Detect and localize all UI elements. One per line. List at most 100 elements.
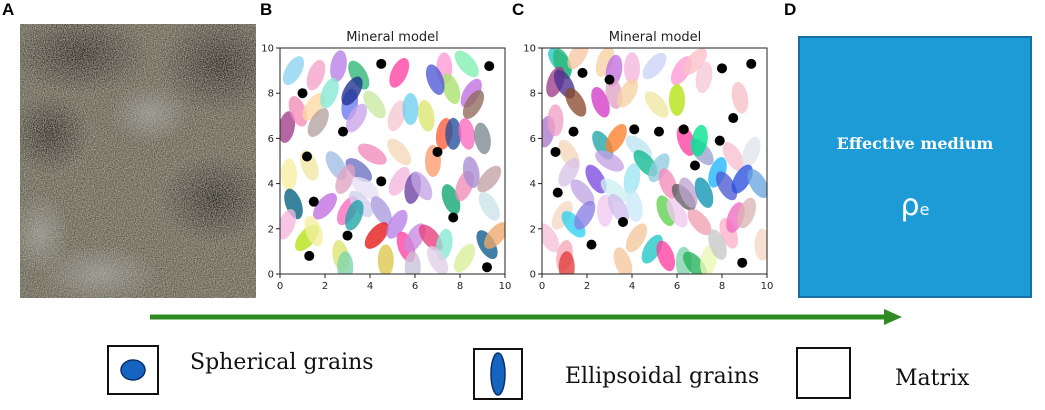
plot-c-xtick-label: 4 — [629, 281, 635, 292]
ellipsoidal-grain-icon — [490, 352, 506, 396]
plot-b-ytick-label: 0 — [268, 270, 274, 281]
plot-c-ellipsoidal-grain — [616, 78, 639, 108]
plot-c-ytick-label: 10 — [523, 44, 536, 55]
plot-b-xtick-label: 0 — [277, 281, 283, 292]
plot-c-ellipsoidal-grain — [691, 124, 708, 157]
plot-c-ytick-label: 4 — [530, 179, 536, 190]
plot-b-xtick-label: 8 — [457, 281, 463, 292]
plot-c-ellipsoidal-grain — [642, 52, 667, 80]
plot-c-ellipsoidal-grain — [754, 228, 767, 261]
plot-b-ellipsoidal-grain — [351, 176, 380, 200]
plot-c-ellipsoidal-grain — [695, 61, 713, 94]
plot-b-ellipsoidal-grain — [280, 111, 296, 143]
plot-b-ellipsoidal-grain — [445, 117, 462, 150]
plot-b-ellipsoidal-grain — [363, 90, 386, 119]
plot-c-ellipsoidal-grain — [558, 251, 575, 274]
plot-b-ellipsoidal-grain — [377, 244, 394, 274]
plot-c-ellipsoidal-grain — [607, 194, 630, 223]
mineral-model-plot-b: 0 2 4 6 8 10 0 2 4 6 8 10 — [261, 44, 511, 292]
plot-c-ellipsoidal-grain — [547, 104, 564, 137]
plot-b-ellipsoidal-grain — [478, 191, 500, 221]
plot-b-ellipsoidal-grain — [417, 99, 435, 132]
plot-b-ellipsoidal-grain — [307, 108, 329, 138]
spherical-grain-icon — [120, 359, 146, 381]
plot-b-axes-frame — [279, 47, 506, 275]
plot-c-spherical-grain — [618, 217, 628, 228]
plot-b-ellipsoidal-grain — [425, 64, 445, 95]
plot-b-ellipsoidal-grain — [313, 192, 337, 220]
plot-b-ytick-label: 4 — [268, 179, 274, 190]
plot-c-spherical-grain — [568, 126, 579, 137]
rho-symbol: ρ — [900, 188, 920, 223]
plot-b-xtick-label: 2 — [322, 281, 328, 292]
plot-b-ellipsoidal-grain — [386, 209, 408, 239]
plot-c-spherical-grain — [629, 124, 640, 135]
plot-b-ellipsoidal-grain — [453, 243, 476, 273]
panel-label-d: D — [784, 0, 797, 19]
plot-c-ellipsoidal-grain — [624, 52, 640, 85]
plot-c-ellipsoidal-grain — [558, 157, 580, 187]
plot-c-ellipsoidal-grain — [623, 163, 641, 195]
plot-b-ellipsoidal-grain — [462, 90, 485, 119]
plot-c-xtick-label: 6 — [674, 281, 680, 292]
plot-c-ellipsoidal-grain — [605, 123, 627, 153]
plot-b-ytick-label: 2 — [268, 224, 274, 235]
plot-b-spherical-grain — [432, 146, 443, 157]
plot-c-ellipsoidal-grain — [708, 229, 727, 260]
plot-c-spherical-grain — [604, 74, 615, 85]
legend-spherical-box — [107, 345, 159, 395]
plot-b-ellipsoidal-grain — [341, 76, 363, 106]
panel-label-c: C — [512, 0, 525, 19]
plot-b-ellipsoidal-grain — [387, 100, 407, 132]
plot-b-ytick-label: 8 — [268, 89, 274, 100]
plot-c-ellipsoidal-grain — [683, 48, 707, 75]
effective-density-symbol: ρe — [800, 188, 1030, 223]
plot-b-ellipsoidal-grain — [389, 57, 410, 88]
plot-c-spherical-grain — [552, 187, 563, 198]
plot-b-spherical-grain — [304, 250, 315, 261]
plot-c-spherical-grain — [550, 146, 561, 157]
legend-ellipsoidal-label: Ellipsoidal grains — [565, 364, 760, 389]
plot-c-ellipsoidal-grain — [666, 198, 688, 228]
plot-b-ellipsoidal-grain — [426, 246, 449, 274]
legend-spherical-label: Spherical grains — [190, 350, 374, 375]
plot-b-ytick-label: 10 — [261, 44, 274, 55]
effective-medium-title: Effective medium — [836, 134, 994, 153]
plot-c-ellipsoidal-grain — [641, 234, 663, 264]
plot-b-xtick-label: 6 — [412, 281, 418, 292]
plot-b-ellipsoidal-grain — [306, 59, 326, 91]
plot-b-ellipsoidal-grain — [281, 158, 297, 191]
plot-c-grains — [542, 48, 767, 274]
plot-c-ellipsoidal-grain — [669, 83, 685, 116]
plot-c-ellipsoidal-grain — [565, 87, 587, 117]
plot-c-xtick-label: 2 — [584, 281, 590, 292]
plot-c-ellipsoidal-grain — [731, 164, 753, 194]
plot-b-ellipsoidal-grain — [441, 73, 461, 104]
rock-texture — [20, 24, 256, 298]
plot-c-spherical-grain — [714, 135, 725, 146]
plot-b-ellipsoidal-grain — [411, 171, 433, 201]
plot-c-ellipsoidal-grain — [570, 179, 595, 206]
plot-b-ellipsoidal-grain — [330, 50, 347, 82]
plot-c-spherical-grain — [586, 239, 597, 250]
plot-c-ellipsoidal-grain — [591, 86, 610, 118]
plot-c-ellipsoidal-grain — [542, 223, 560, 253]
arrow-head — [884, 309, 902, 325]
plot-c-spherical-grain — [654, 126, 664, 137]
plot-b-ellipsoidal-grain — [304, 215, 324, 247]
legend-matrix-box — [796, 347, 851, 399]
plot-b-ellipsoidal-grain — [484, 222, 505, 249]
panel-label-b: B — [260, 0, 273, 19]
plot-c-ellipsoidal-grain — [683, 251, 707, 274]
plot-c-ellipsoidal-grain — [715, 171, 738, 201]
plot-b-ellipsoidal-grain — [387, 138, 412, 166]
plot-c-ellipsoidal-grain — [567, 48, 589, 70]
plot-b-ellipsoidal-grain — [364, 222, 389, 249]
plot-c-spherical-grain — [728, 113, 739, 124]
plot-c-ellipsoidal-grain — [613, 247, 633, 274]
plot-b-ellipsoidal-grain — [337, 251, 354, 274]
plot-c-ytick-label: 2 — [530, 224, 536, 235]
plot-b-spherical-grain — [376, 176, 387, 187]
mineral-model-plot-c: 0 2 4 6 8 10 0 2 4 6 8 10 — [523, 44, 773, 292]
plot-b-ellipsoidal-grain — [370, 196, 392, 226]
